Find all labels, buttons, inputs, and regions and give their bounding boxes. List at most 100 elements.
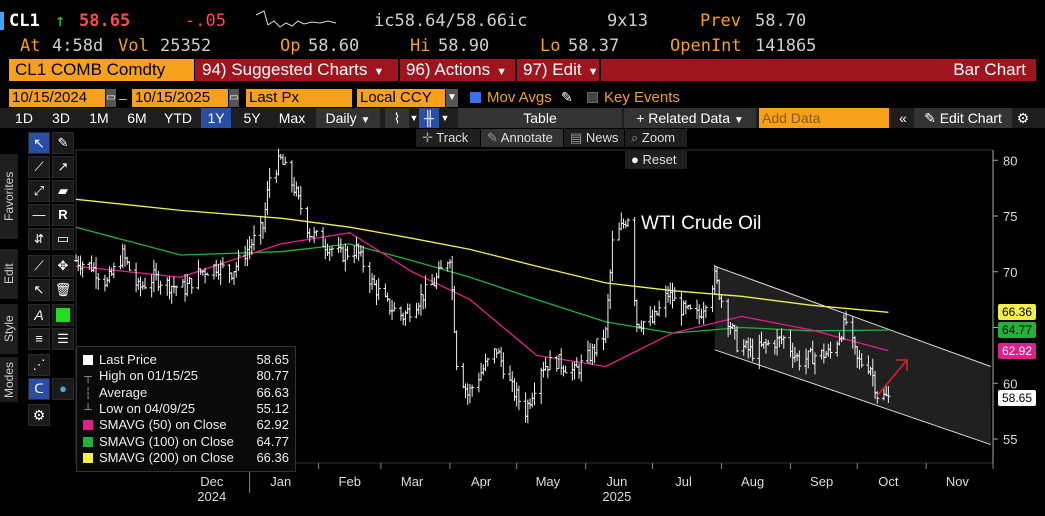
- chevron-down-icon[interactable]: ▼: [446, 89, 458, 107]
- text-tool-icon[interactable]: R: [52, 204, 74, 226]
- legend-item[interactable]: SMAVG (100) on Close: [83, 434, 234, 450]
- crosshair-mode-icon[interactable]: ⋰: [28, 354, 50, 376]
- frequency-label: Daily: [325, 110, 357, 126]
- legend-value: 80.77: [256, 368, 289, 384]
- collapse-icon[interactable]: «: [899, 110, 907, 126]
- gear-icon[interactable]: ⚙: [1016, 110, 1030, 126]
- palette-icon[interactable]: ●: [52, 378, 74, 400]
- ray-line-icon[interactable]: ↗: [52, 156, 74, 178]
- line-chart-icon[interactable]: ⌇: [385, 108, 409, 128]
- zoom-button[interactable]: ⌕ Zoom: [625, 129, 687, 147]
- security-field[interactable]: CL1 COMB Comdty: [9, 59, 194, 81]
- period-button-max[interactable]: Max: [278, 110, 306, 126]
- legend-item[interactable]: SMAVG (200) on Close: [83, 450, 234, 466]
- tab-favorites[interactable]: Favorites: [0, 154, 18, 239]
- price-tag: 58.65: [998, 390, 1036, 407]
- ticker[interactable]: CL1: [9, 11, 40, 31]
- track-button[interactable]: ✛ Track: [416, 129, 480, 147]
- legend-label: Average: [99, 384, 148, 400]
- chevron-down-icon[interactable]: ▼: [440, 113, 450, 123]
- legend-swatch: [83, 452, 93, 463]
- tab-edit[interactable]: Edit: [0, 249, 18, 299]
- legend-item[interactable]: Last Price: [83, 352, 157, 368]
- prev-label: Prev: [700, 11, 741, 31]
- brush-icon[interactable]: ⟋: [28, 255, 50, 277]
- move-icon[interactable]: ✥: [52, 255, 74, 277]
- pencil-icon[interactable]: ✎: [561, 89, 573, 105]
- related-data-label: + Related Data: [636, 110, 730, 126]
- settings-gear-icon[interactable]: ⚙: [28, 404, 50, 426]
- last-price: 58.65: [79, 11, 131, 31]
- period-button-ytd[interactable]: YTD: [164, 110, 192, 126]
- legend-item[interactable]: ┆ Average: [83, 384, 148, 401]
- frequency-select[interactable]: Daily ▼: [316, 108, 380, 128]
- channel-icon[interactable]: ▰: [52, 180, 74, 202]
- related-data-button[interactable]: + Related Data ▼: [624, 108, 756, 128]
- pencil-tool-icon[interactable]: ✎: [52, 132, 74, 154]
- calendar-icon[interactable]: ▭: [229, 89, 239, 107]
- edit-chart-button[interactable]: ✎ Edit Chart: [914, 108, 1012, 128]
- tab-style[interactable]: Style: [0, 304, 18, 354]
- tab-modes[interactable]: Modes: [0, 357, 18, 402]
- rectangle-icon[interactable]: ▭: [52, 228, 74, 250]
- chevron-down-icon[interactable]: ▼: [409, 113, 419, 123]
- legend-item[interactable]: ┴ Low on 04/09/25: [83, 401, 195, 417]
- legend-value: 66.36: [256, 449, 289, 465]
- annotate-button[interactable]: ✎ Annotate: [481, 129, 563, 147]
- legend-label: SMAVG (200) on Close: [99, 449, 234, 465]
- line-weight-icon[interactable]: ☰: [52, 328, 74, 350]
- period-button-1y[interactable]: 1Y: [201, 108, 231, 128]
- end-date-field[interactable]: 10/15/2025: [132, 89, 228, 107]
- trash-icon[interactable]: 🗑: [52, 279, 74, 301]
- calendar-icon[interactable]: ▭: [106, 89, 116, 107]
- mov-avgs-label[interactable]: Mov Avgs: [487, 89, 552, 106]
- legend-item[interactable]: SMAVG (50) on Close: [83, 417, 227, 433]
- x-tick-label: Mar: [401, 474, 424, 489]
- add-data-input[interactable]: Add Data: [759, 108, 889, 128]
- color-swatch-icon[interactable]: [52, 304, 74, 326]
- table-button[interactable]: Table: [458, 108, 622, 128]
- price-field-select[interactable]: Last Px: [246, 89, 352, 107]
- chart-annotation: WTI Crude Oil: [641, 213, 761, 234]
- period-button-6m[interactable]: 6M: [127, 110, 147, 126]
- bar-chart-icon[interactable]: ╫: [419, 108, 439, 128]
- edit-label: 97) Edit: [523, 60, 582, 79]
- net-change: -.05: [185, 11, 226, 31]
- legend-marker-icon: ┬: [84, 371, 92, 384]
- period-button-1m[interactable]: 1M: [89, 110, 109, 126]
- trend-line-icon[interactable]: ⟋: [28, 156, 50, 178]
- currency-select[interactable]: Local CCY: [357, 89, 445, 107]
- reset-button[interactable]: ● Reset: [625, 151, 687, 169]
- news-button[interactable]: ▤ News: [564, 129, 624, 147]
- period-button-1d[interactable]: 1D: [15, 110, 33, 126]
- horizontal-line-icon[interactable]: —: [28, 204, 50, 226]
- edit-chart-label: Edit Chart: [939, 110, 1002, 126]
- time-label: At: [20, 36, 41, 56]
- year-label: 2024: [197, 489, 226, 504]
- legend-label: High on 01/15/25: [99, 368, 199, 384]
- key-events-checkbox[interactable]: [587, 92, 598, 103]
- start-date-field[interactable]: 10/15/2024: [9, 89, 105, 107]
- actions-button[interactable]: 96) Actions ▼: [398, 59, 513, 81]
- period-button-5y[interactable]: 5Y: [243, 110, 261, 126]
- period-button-3d[interactable]: 3D: [52, 110, 70, 126]
- select-icon[interactable]: ↖: [28, 279, 50, 301]
- line-style-icon[interactable]: ≡: [28, 328, 50, 350]
- legend-label: SMAVG (100) on Close: [99, 433, 234, 449]
- open-interest-label: OpenInt: [670, 36, 742, 56]
- extended-line-icon[interactable]: ⤢: [28, 180, 50, 202]
- fib-icon[interactable]: ⇵: [28, 228, 50, 250]
- magnet-mode-icon[interactable]: ᑕ: [28, 378, 50, 400]
- chart-legend[interactable]: Last Price 58.65 ┬ High on 01/15/25 80.77 ┆ Av…: [76, 346, 296, 472]
- mov-avgs-checkbox[interactable]: [470, 92, 481, 103]
- suggested-charts-button[interactable]: 94) Suggested Charts ▼: [196, 59, 396, 81]
- legend-value: 58.65: [256, 352, 289, 367]
- legend-marker-icon: ┴: [84, 403, 92, 416]
- font-icon[interactable]: A: [28, 304, 50, 326]
- edit-button[interactable]: 97) Edit ▼: [515, 59, 601, 81]
- legend-item[interactable]: ┬ High on 01/15/25: [83, 368, 198, 384]
- chevron-down-icon: ▼: [587, 66, 599, 78]
- key-events-label[interactable]: Key Events: [604, 89, 680, 106]
- prev-value: 58.70: [755, 11, 807, 31]
- pointer-icon[interactable]: ↖: [28, 132, 50, 154]
